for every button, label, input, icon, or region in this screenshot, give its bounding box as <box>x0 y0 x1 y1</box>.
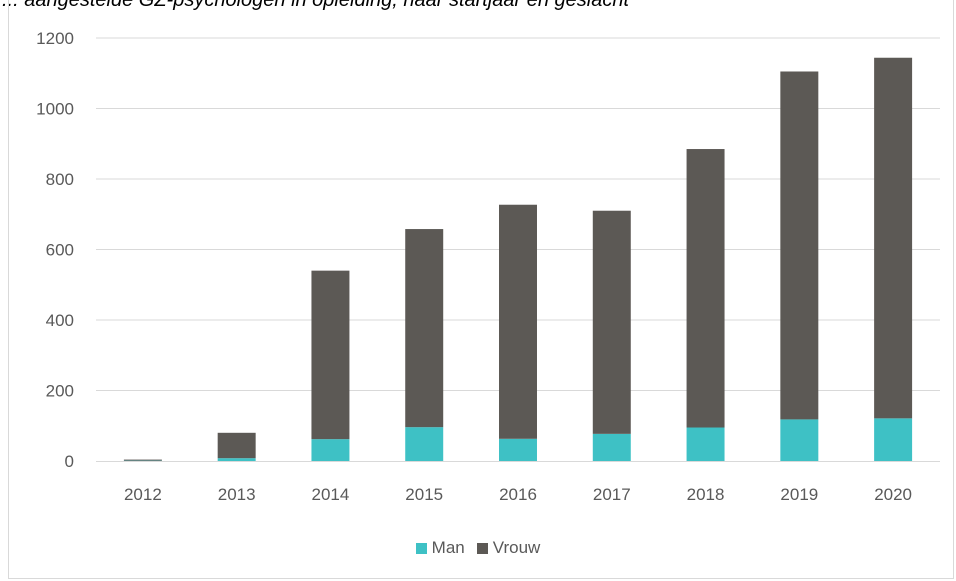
x-tick-label: 2012 <box>124 485 162 504</box>
bar-man-2019 <box>780 419 819 461</box>
bar-vrouw-2019 <box>780 71 819 420</box>
y-tick-label: 400 <box>46 311 74 330</box>
x-tick-label: 2015 <box>405 485 443 504</box>
bars <box>123 57 913 461</box>
bar-man-2014 <box>311 439 350 461</box>
y-tick-label: 1200 <box>36 29 74 48</box>
chart-title: ... aangestelde GZ-psychologen in opleid… <box>2 0 630 11</box>
y-tick-label: 600 <box>46 241 74 260</box>
legend: Man Vrouw <box>0 536 956 560</box>
y-axis-ticks: 0 200 400 600 800 1000 1200 <box>36 29 74 471</box>
bar-man-2018 <box>686 427 725 461</box>
bar-vrouw-2013 <box>217 432 256 459</box>
legend-label-vrouw: Vrouw <box>492 538 541 557</box>
x-tick-label: 2016 <box>499 485 537 504</box>
x-tick-label: 2019 <box>780 485 818 504</box>
bar-vrouw-2016 <box>499 204 537 439</box>
y-tick-label: 800 <box>46 170 74 189</box>
x-tick-label: 2018 <box>687 485 725 504</box>
x-tick-label: 2020 <box>874 485 912 504</box>
y-tick-label: 1000 <box>36 100 74 119</box>
x-tick-label: 2014 <box>312 485 350 504</box>
legend-swatch-vrouw <box>476 542 488 554</box>
chart-border <box>8 0 954 579</box>
bar-vrouw-2012 <box>123 459 162 461</box>
x-tick-label: 2013 <box>218 485 256 504</box>
bar-man-2016 <box>499 438 537 461</box>
bar-man-2015 <box>405 427 444 461</box>
legend-item-vrouw: Vrouw <box>476 538 541 558</box>
bar-vrouw-2017 <box>592 210 631 434</box>
bar-vrouw-2018 <box>686 149 725 428</box>
bar-vrouw-2020 <box>874 57 913 419</box>
legend-swatch-man <box>415 542 427 554</box>
legend-label-man: Man <box>431 538 465 557</box>
bar-man-2017 <box>592 433 631 461</box>
y-tick-label: 200 <box>46 382 74 401</box>
y-tick-label: 0 <box>65 452 74 471</box>
legend-item-man: Man <box>415 538 465 558</box>
bar-man-2013 <box>217 458 256 461</box>
x-tick-label: 2017 <box>593 485 631 504</box>
bar-vrouw-2015 <box>405 229 444 428</box>
bar-man-2020 <box>874 418 913 461</box>
x-axis-ticks: 2012 2013 2014 2015 2016 2017 2018 2019 2020 <box>124 485 912 504</box>
bar-vrouw-2014 <box>311 270 350 440</box>
